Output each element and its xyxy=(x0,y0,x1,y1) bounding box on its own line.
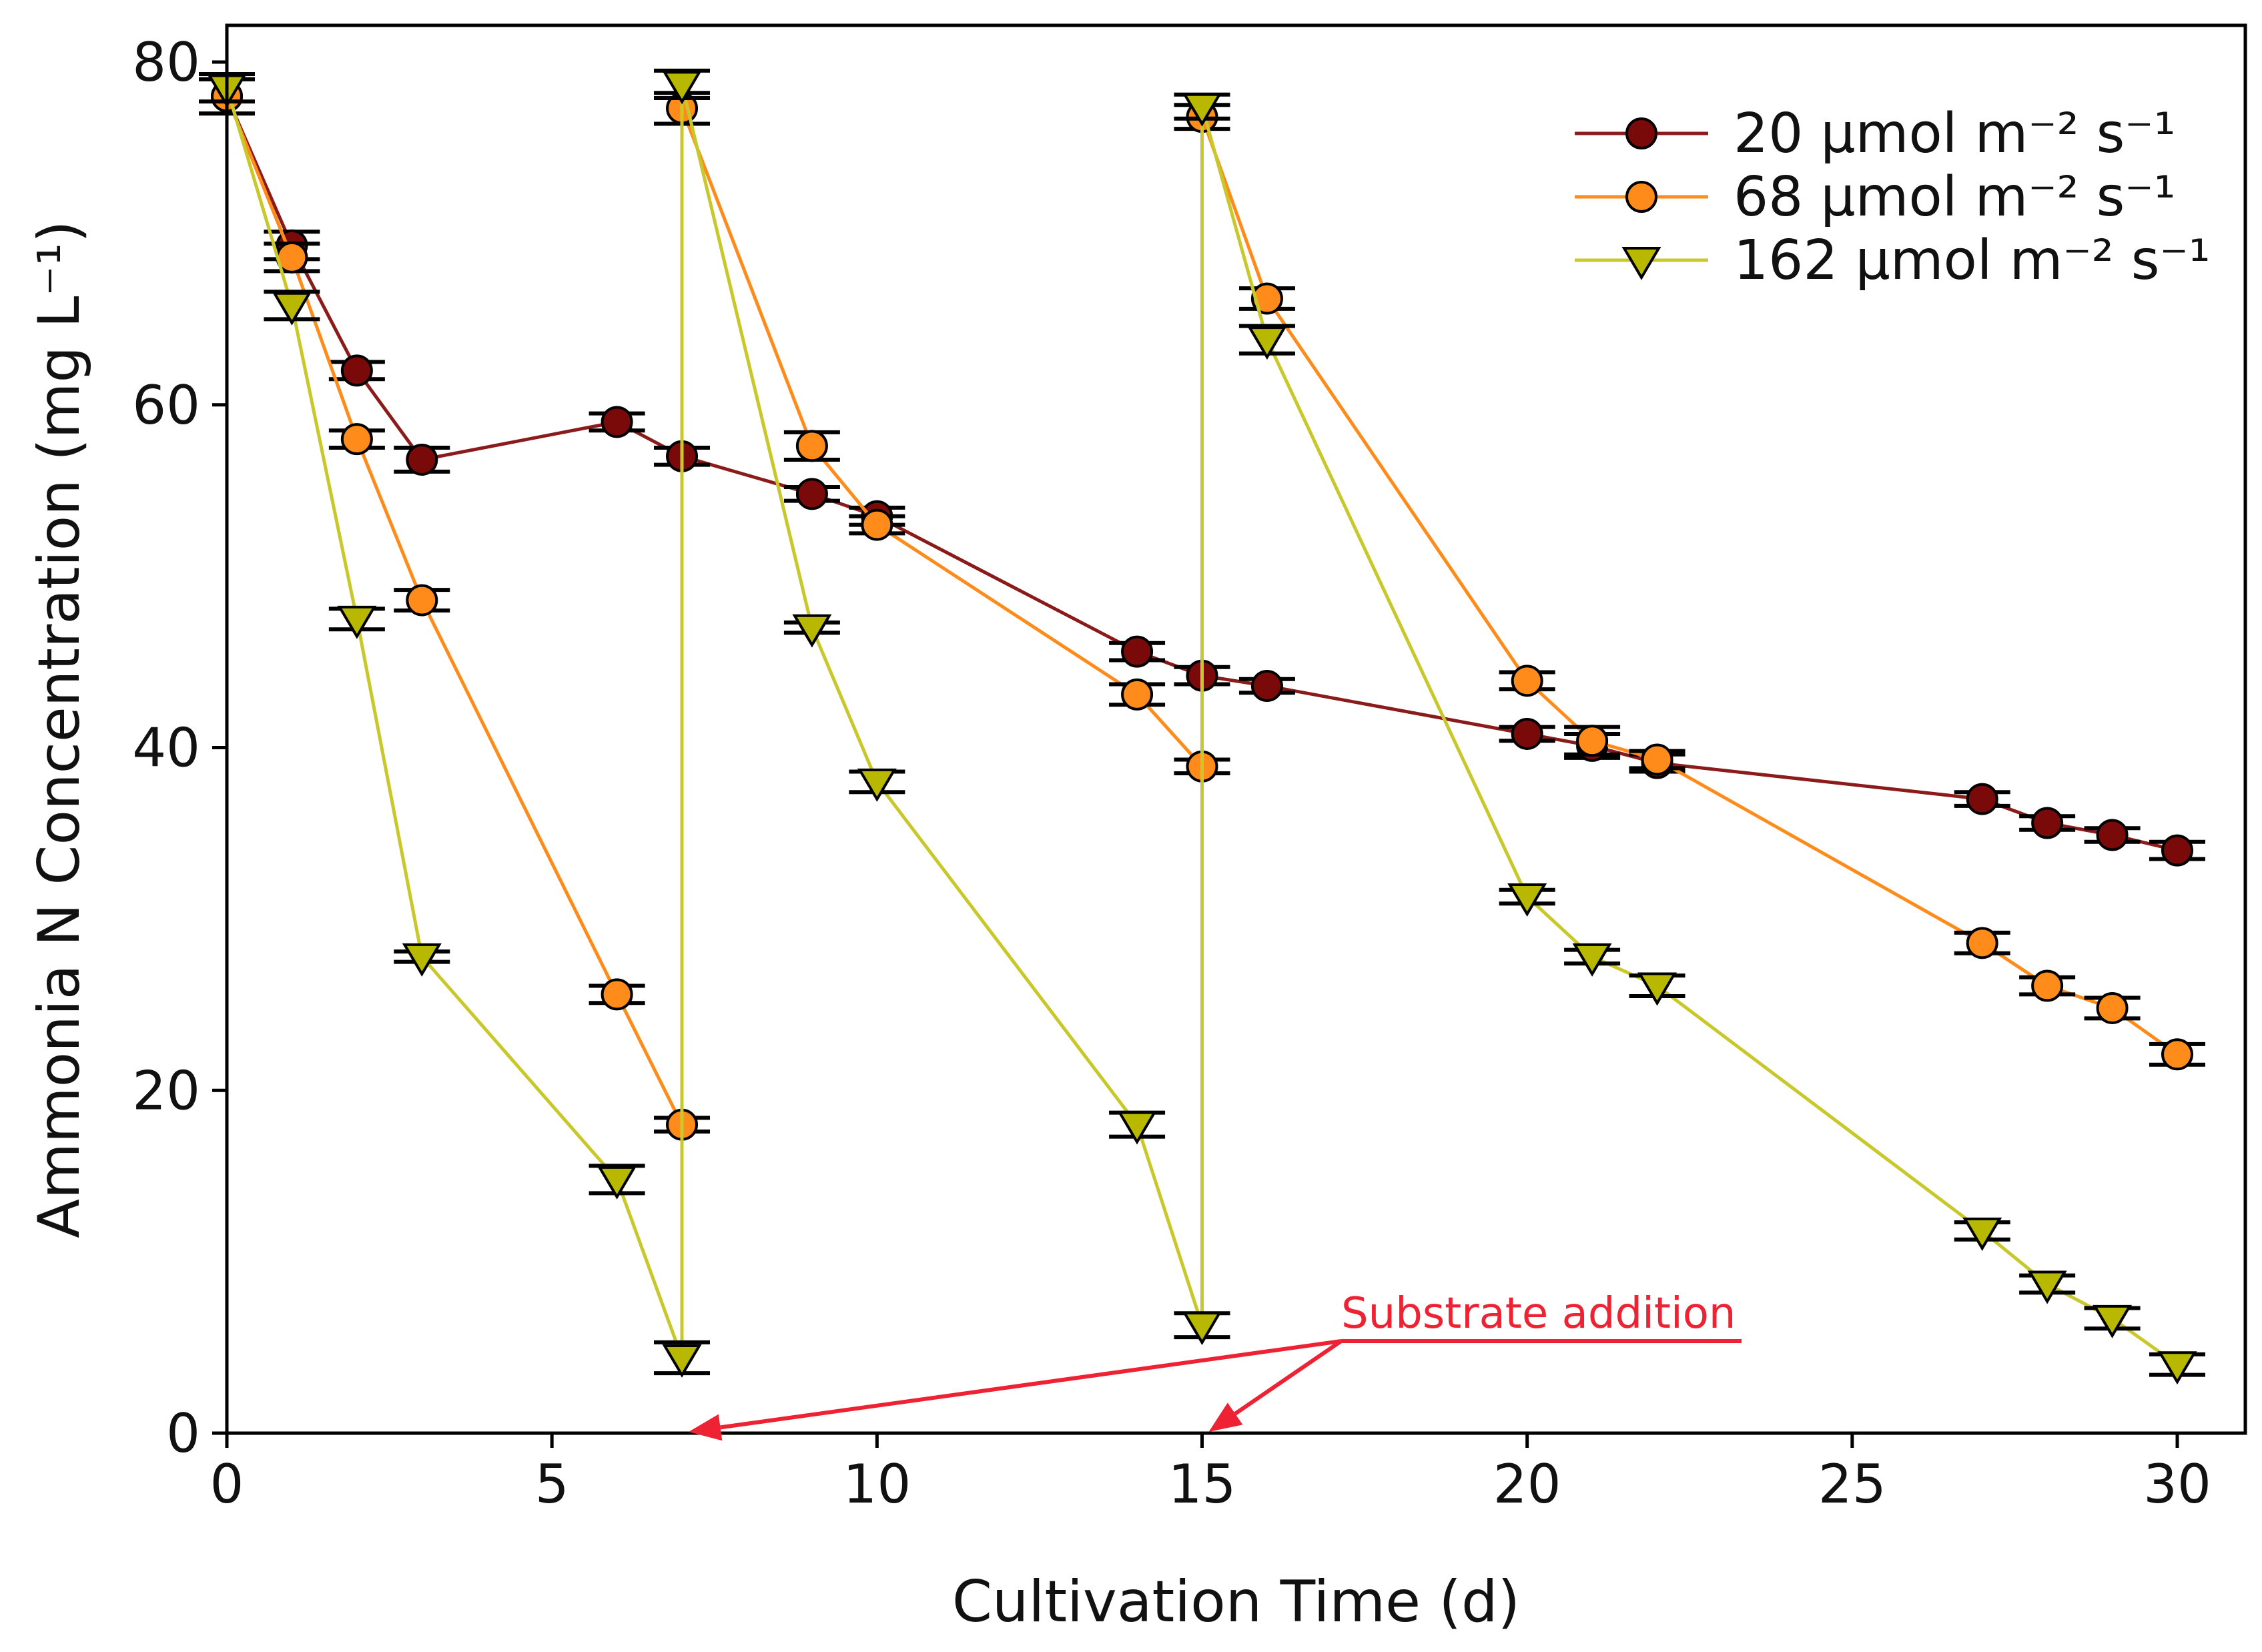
annotation-text: Substrate addition xyxy=(1341,1289,1736,1338)
data-point xyxy=(1637,972,1677,1006)
data-point xyxy=(406,584,438,616)
plot-area xyxy=(199,68,2205,1385)
legend-marker xyxy=(1621,247,1661,280)
legend-marker xyxy=(1625,181,1657,213)
y-tick-label: 0 xyxy=(166,1402,200,1465)
legend-entry-0: 20 μmol m⁻² s⁻¹ xyxy=(1575,102,2175,165)
y-axis-title: Ammonia N Concentration (mg L⁻¹) xyxy=(26,220,93,1238)
data-point xyxy=(1250,282,1283,315)
data-point xyxy=(2157,1351,2197,1385)
data-point xyxy=(1966,927,1998,959)
y-tick-label: 80 xyxy=(132,31,200,93)
x-tick-label: 10 xyxy=(843,1453,911,1515)
y-tick-label: 40 xyxy=(132,717,200,779)
x-tick-label: 15 xyxy=(1168,1453,1236,1515)
data-point xyxy=(795,478,828,510)
data-point xyxy=(2096,819,2129,851)
x-tick-label: 0 xyxy=(210,1453,244,1515)
plot-frame xyxy=(225,23,2247,1435)
legend-label: 20 μmol m⁻² s⁻¹ xyxy=(1734,102,2175,165)
data-point xyxy=(340,423,373,456)
annotation-layer: Substrate addition xyxy=(689,1289,1742,1441)
legend-label: 162 μmol m⁻² s⁻¹ xyxy=(1734,229,2211,292)
axes: 0 5 10 15 20 25 30 0 20 40 60 80 Cultivation Time (d… xyxy=(26,23,2247,1635)
data-point xyxy=(2027,1270,2067,1304)
data-point xyxy=(662,1344,702,1378)
y-tick-label: 20 xyxy=(132,1060,200,1122)
data-point xyxy=(795,430,828,462)
legend-entry-2: 162 μmol m⁻² s⁻¹ xyxy=(1575,229,2211,292)
annotation-arrow-head xyxy=(689,1414,723,1441)
data-point xyxy=(2031,969,2064,1002)
data-point xyxy=(601,406,633,438)
substrate-addition-annotation: Substrate addition xyxy=(689,1289,1742,1441)
data-point xyxy=(597,1166,637,1200)
data-point xyxy=(792,614,832,648)
data-point xyxy=(1962,1217,2002,1251)
x-tick-label: 30 xyxy=(2143,1453,2211,1515)
legend-marker xyxy=(1625,117,1657,149)
data-point xyxy=(1511,665,1543,697)
x-tick-label: 25 xyxy=(1818,1453,1886,1515)
data-point xyxy=(1576,725,1609,757)
x-tick-label: 5 xyxy=(535,1453,569,1515)
legend-entry-1: 68 μmol m⁻² s⁻¹ xyxy=(1575,165,2175,229)
data-point xyxy=(857,768,897,802)
data-point xyxy=(406,443,438,476)
annotation-arrow-shaft xyxy=(1234,1339,1343,1416)
data-point xyxy=(272,292,312,326)
data-point xyxy=(337,605,377,639)
series-2 xyxy=(199,68,2205,1385)
annotation-arrow-head xyxy=(1208,1402,1243,1432)
annotation-arrow-shaft xyxy=(720,1339,1342,1430)
data-point xyxy=(1117,1111,1157,1145)
y-tick-label: 60 xyxy=(132,374,200,436)
data-point xyxy=(1247,326,1287,360)
data-point xyxy=(1966,783,1998,815)
data-point xyxy=(1121,678,1154,711)
data-point xyxy=(1511,717,1543,750)
data-point xyxy=(1182,1312,1222,1346)
data-point xyxy=(2161,834,2193,867)
data-point xyxy=(861,508,893,541)
data-point xyxy=(1121,635,1154,668)
data-point xyxy=(1182,93,1222,127)
series-line-2 xyxy=(225,82,2179,1366)
x-tick-label: 20 xyxy=(1493,1453,1561,1515)
data-point xyxy=(402,943,442,977)
data-point xyxy=(1507,883,1547,917)
data-point xyxy=(2031,807,2064,839)
series-line-1 xyxy=(225,95,2179,1127)
x-axis-title: Cultivation Time (d) xyxy=(952,1569,1520,1635)
data-point xyxy=(662,71,702,105)
data-point xyxy=(601,978,633,1011)
data-point xyxy=(2093,1304,2133,1338)
data-point xyxy=(340,354,373,387)
data-point xyxy=(1250,670,1283,703)
legend-label: 68 μmol m⁻² s⁻¹ xyxy=(1734,165,2175,229)
data-point xyxy=(2096,991,2129,1024)
data-point xyxy=(1641,743,1673,776)
data-point xyxy=(1572,943,1612,977)
data-point xyxy=(2161,1038,2193,1071)
